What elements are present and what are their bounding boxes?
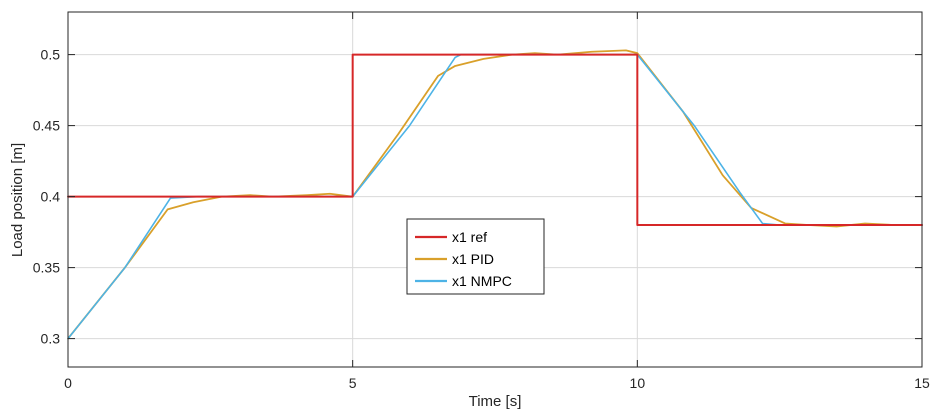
plot-frame: [67, 11, 923, 368]
y-tick-label: 0.3: [41, 331, 61, 347]
x-axis-label: Time [s]: [469, 393, 522, 410]
legend: x1 ref x1 PID x1 NMPC: [406, 218, 545, 295]
x-tick-label: 10: [630, 375, 646, 391]
legend-label-pid: x1 PID: [452, 251, 494, 267]
series-line-x1-ref: [67, 53, 923, 226]
y-axis-label: Load position [m]: [9, 143, 26, 257]
x-tick-label: 0: [64, 375, 72, 391]
y-tick-label: 0.35: [33, 260, 60, 276]
y-tick-label: 0.45: [33, 118, 60, 134]
x-tick-label: 15: [914, 375, 930, 391]
legend-box: [406, 218, 545, 295]
plot-background: [68, 12, 922, 367]
x-tick-label: 5: [349, 375, 357, 391]
legend-label-ref: x1 ref: [452, 229, 487, 245]
y-tick-label: 0.5: [41, 47, 61, 63]
axis-ticks: 0 5 10 15 0.3 0.35 0.4 0.45 0.5: [33, 12, 930, 391]
legend-label-nmpc: x1 NMPC: [452, 273, 512, 289]
y-tick-label: 0.4: [41, 189, 61, 205]
series-layer: [67, 49, 923, 340]
